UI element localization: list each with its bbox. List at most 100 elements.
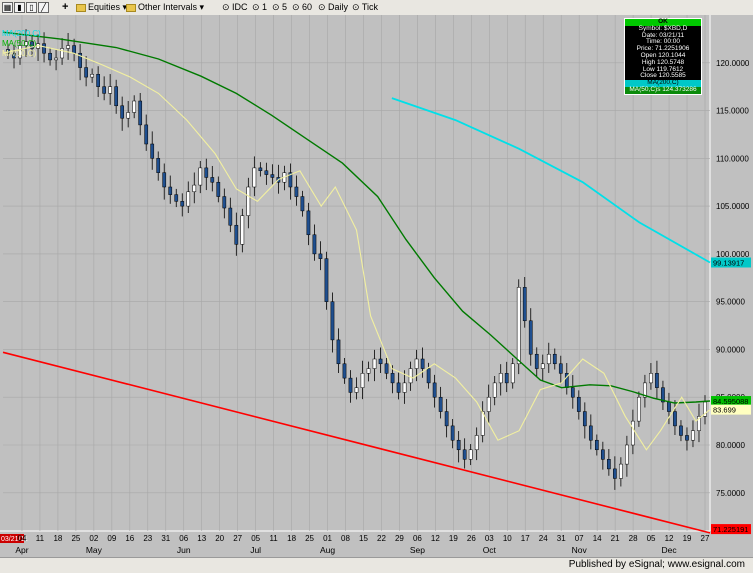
candle-body	[42, 43, 46, 54]
candle-icon[interactable]: ▯	[26, 2, 37, 13]
candle-body	[168, 186, 173, 195]
tick-button[interactable]: ⊙ Tick	[352, 2, 379, 12]
legend-ma50: MA(50,C)	[2, 39, 37, 48]
x-month-label: Jul	[250, 545, 261, 555]
price-tag	[711, 404, 751, 415]
x-tick-label: 26	[467, 534, 476, 543]
candle-body	[246, 186, 251, 216]
trendline	[2, 351, 711, 534]
bar-icon[interactable]: ▮	[14, 2, 25, 13]
y-tick-label: 110.0000	[716, 154, 749, 163]
candle-body	[480, 411, 485, 436]
candle-body	[204, 167, 209, 178]
y-tick-label: 105.0000	[716, 202, 750, 211]
candle-body	[60, 48, 64, 59]
idc-button[interactable]: ⊙ IDC	[222, 2, 248, 12]
candle-body	[336, 339, 341, 365]
candle-body	[601, 449, 605, 460]
candle-body	[492, 382, 497, 398]
x-month-label: Oct	[483, 545, 497, 555]
candle-body	[673, 411, 677, 427]
candle-body	[570, 387, 575, 398]
candle-body	[390, 373, 395, 384]
intervals-label: Other Intervals	[138, 2, 198, 12]
candle-body	[228, 207, 233, 226]
x-tick-label: 24	[539, 534, 548, 543]
candle-body	[300, 196, 305, 212]
equities-menu[interactable]: Equities ▾	[76, 1, 127, 14]
candle-body	[12, 52, 16, 59]
y-tick-label: 90.0000	[716, 345, 745, 354]
x-tick-label: 25	[71, 534, 80, 543]
daily-button[interactable]: ⊙ Daily	[318, 2, 349, 12]
candle-body	[534, 353, 539, 369]
candle-body	[498, 373, 503, 384]
candle-body	[30, 41, 34, 49]
line-icon[interactable]: ╱	[38, 2, 49, 13]
y-tick-label: 115.0000	[716, 107, 749, 116]
candle-body	[396, 382, 401, 393]
candle-body	[180, 201, 185, 207]
interval-60-button[interactable]: ⊙ 60	[292, 2, 313, 12]
candle-body	[78, 52, 82, 68]
candle-body	[306, 210, 311, 236]
x-tick-label: 22	[377, 534, 386, 543]
folder-icon	[126, 3, 136, 12]
x-tick-label: 06	[413, 534, 422, 543]
data-ma200: MA(200,C)	[625, 79, 701, 87]
y-tick-label: 75.0000	[716, 489, 745, 498]
x-month-label: May	[86, 545, 103, 555]
tick-label: Tick	[361, 2, 379, 12]
candle-body	[210, 177, 215, 183]
interval-5-button[interactable]: ⊙ 5	[272, 2, 288, 12]
interval-60-label: 60	[302, 2, 313, 12]
x-month-label: Jun	[177, 545, 191, 555]
candle-body	[174, 194, 179, 202]
status-bar: Published by eSignal; www.esignal.com	[0, 557, 753, 573]
candle-body	[18, 45, 22, 59]
candle-body	[619, 463, 623, 479]
add-icon[interactable]: +	[62, 1, 69, 13]
x-tick-label: 08	[341, 534, 350, 543]
candle-body	[216, 181, 221, 197]
candle-body	[24, 41, 28, 46]
intervals-menu[interactable]: Other Intervals ▾	[126, 1, 204, 14]
candle-body	[576, 396, 581, 412]
data-low: Low 119.7612	[642, 65, 684, 73]
candle-body	[631, 420, 635, 446]
candle-body	[252, 167, 257, 188]
x-tick-label: 23	[143, 534, 152, 543]
candle-body	[426, 368, 431, 384]
candle-body	[366, 368, 371, 374]
price-tag-label: 84.595088	[713, 397, 748, 406]
ma50-line	[2, 31, 711, 404]
x-tick-label: 14	[593, 534, 602, 543]
candle-body	[450, 425, 455, 441]
candle-body	[420, 358, 425, 369]
candle-body	[330, 301, 335, 341]
candle-body	[661, 387, 665, 403]
x-tick-label: 25	[305, 534, 314, 543]
idc-label: IDC	[232, 2, 248, 12]
candle-body	[522, 287, 527, 322]
candle-body	[150, 143, 155, 159]
candle-body	[384, 363, 389, 374]
folder-icon	[76, 3, 86, 12]
x-tick-label: 09	[107, 534, 116, 543]
candle-body	[138, 100, 143, 126]
candle-body	[408, 368, 413, 384]
data-high: High 120.5748	[641, 58, 685, 66]
interval-1-button[interactable]: ⊙ 1	[252, 2, 268, 12]
candle-body	[90, 73, 94, 78]
candle-body	[96, 73, 100, 87]
x-tick-label: 28	[629, 534, 638, 543]
candle-body	[198, 167, 203, 186]
grid-icon[interactable]: ▦	[2, 2, 13, 13]
data-price: Price: 71.2251906	[636, 45, 690, 53]
candle-body	[667, 401, 671, 412]
candle-body	[270, 174, 275, 178]
x-month-label: Nov	[572, 545, 588, 555]
candle-body	[378, 358, 383, 365]
x-tick-label: 13	[197, 534, 206, 543]
